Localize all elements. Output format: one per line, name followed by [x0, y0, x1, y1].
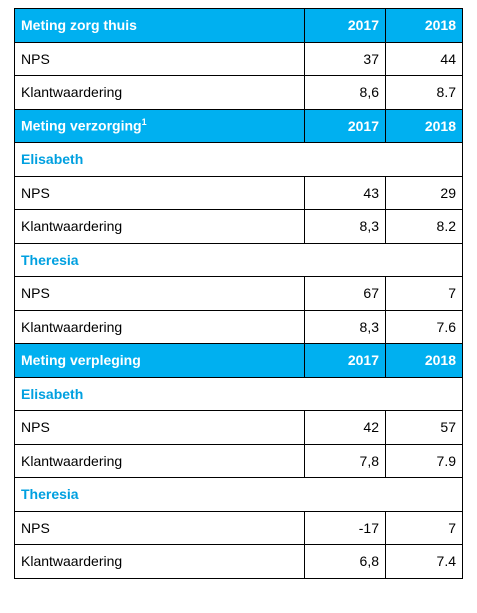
- row-value: 7: [385, 510, 463, 545]
- row-value: 67: [304, 276, 386, 311]
- group-row: Theresia: [14, 242, 463, 277]
- row-value: 37: [304, 41, 386, 76]
- table-wrapper: Meting zorg thuis 2017 2018 NPS 37 44 Klantwaa…: [14, 8, 463, 579]
- group-name: Theresia: [14, 477, 463, 512]
- group-row: Theresia: [14, 477, 463, 512]
- section-title-cell: Meting verzorging1: [14, 108, 305, 143]
- column-header: 2018: [385, 8, 463, 43]
- data-row: NPS -17 7: [14, 510, 463, 545]
- column-header: 2017: [304, 343, 386, 378]
- column-header: 2018: [385, 343, 463, 378]
- data-row: Klantwaardering 7,8 7.9: [14, 443, 463, 478]
- row-value: 57: [385, 410, 463, 445]
- row-value: 7.9: [385, 443, 463, 478]
- data-row: NPS 42 57: [14, 410, 463, 445]
- row-label: Klantwaardering: [14, 544, 305, 579]
- results-table: Meting zorg thuis 2017 2018 NPS 37 44 Klantwaa…: [14, 8, 463, 579]
- data-row: Klantwaardering 8,3 8.2: [14, 209, 463, 244]
- row-label: Klantwaardering: [14, 443, 305, 478]
- section-title: Meting verzorging: [21, 118, 142, 135]
- table-body: Meting zorg thuis 2017 2018 NPS 37 44 Klantwaa…: [14, 8, 463, 579]
- row-value: 6,8: [304, 544, 386, 579]
- footnote-marker: 1: [141, 117, 147, 128]
- row-value: 8.2: [385, 209, 463, 244]
- row-value: 8,3: [304, 309, 386, 344]
- section-title-cell: Meting zorg thuis: [14, 8, 305, 43]
- row-label: Klantwaardering: [14, 309, 305, 344]
- data-row: Klantwaardering 6,8 7.4: [14, 544, 463, 579]
- section-header: Meting verpleging 2017 2018: [14, 343, 463, 378]
- section-header: Meting zorg thuis 2017 2018: [14, 8, 463, 43]
- data-row: NPS 43 29: [14, 175, 463, 210]
- row-value: 8,6: [304, 75, 386, 110]
- row-value: 8,3: [304, 209, 386, 244]
- row-value: 7,8: [304, 443, 386, 478]
- section-title-cell: Meting verpleging: [14, 343, 305, 378]
- row-value: 29: [385, 175, 463, 210]
- section-header: Meting verzorging1 2017 2018: [14, 108, 463, 143]
- row-value: -17: [304, 510, 386, 545]
- section-title: Meting zorg thuis: [21, 17, 137, 34]
- row-label: NPS: [14, 175, 305, 210]
- row-value: 7.6: [385, 309, 463, 344]
- row-value: 43: [304, 175, 386, 210]
- row-label: Klantwaardering: [14, 209, 305, 244]
- row-label: Klantwaardering: [14, 75, 305, 110]
- section-title: Meting verpleging: [21, 352, 141, 369]
- group-name: Theresia: [14, 242, 463, 277]
- row-value: 42: [304, 410, 386, 445]
- row-value: 44: [385, 41, 463, 76]
- group-row: Elisabeth: [14, 142, 463, 177]
- data-row: Klantwaardering 8,6 8.7: [14, 75, 463, 110]
- data-row: Klantwaardering 8,3 7.6: [14, 309, 463, 344]
- column-header: 2018: [385, 108, 463, 143]
- column-header: 2017: [304, 108, 386, 143]
- row-label: NPS: [14, 410, 305, 445]
- column-header: 2017: [304, 8, 386, 43]
- data-row: NPS 67 7: [14, 276, 463, 311]
- row-label: NPS: [14, 276, 305, 311]
- row-value: 7.4: [385, 544, 463, 579]
- group-name: Elisabeth: [14, 376, 463, 411]
- row-value: 8.7: [385, 75, 463, 110]
- data-row: NPS 37 44: [14, 41, 463, 76]
- row-label: NPS: [14, 510, 305, 545]
- group-name: Elisabeth: [14, 142, 463, 177]
- group-row: Elisabeth: [14, 376, 463, 411]
- row-label: NPS: [14, 41, 305, 76]
- row-value: 7: [385, 276, 463, 311]
